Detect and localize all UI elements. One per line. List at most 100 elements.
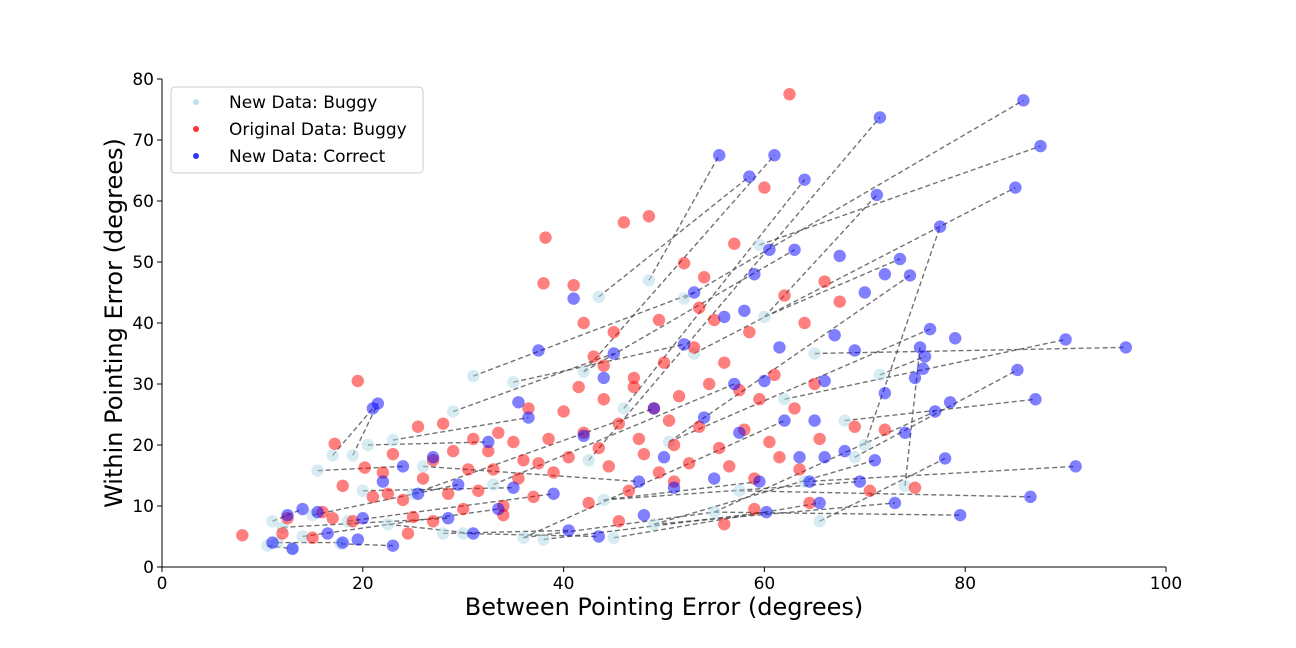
data-point bbox=[597, 359, 610, 372]
data-point bbox=[637, 508, 651, 522]
data-point bbox=[386, 447, 400, 461]
data-point bbox=[597, 393, 610, 406]
data-point bbox=[858, 438, 871, 452]
data-point bbox=[632, 475, 646, 488]
data-point bbox=[672, 390, 686, 403]
series-group bbox=[266, 94, 1133, 555]
data-point bbox=[677, 338, 691, 351]
data-point bbox=[492, 502, 505, 516]
data-point bbox=[933, 220, 947, 233]
data-point bbox=[1017, 94, 1030, 107]
data-point bbox=[763, 243, 776, 256]
data-point bbox=[276, 527, 289, 540]
y-tick-label: 50 bbox=[132, 253, 154, 273]
connection-line bbox=[472, 291, 695, 377]
legend-entries: New Data: Buggy Original Data: Buggy New D… bbox=[193, 93, 407, 167]
data-point bbox=[547, 466, 560, 479]
data-point bbox=[457, 502, 470, 516]
data-point bbox=[507, 435, 520, 449]
data-point bbox=[507, 481, 520, 494]
data-point bbox=[657, 356, 671, 369]
data-point bbox=[467, 527, 480, 540]
data-point bbox=[416, 460, 430, 473]
data-point bbox=[898, 426, 912, 439]
data-point bbox=[743, 325, 756, 339]
legend-marker bbox=[193, 99, 199, 105]
connection-line bbox=[387, 523, 474, 535]
data-point bbox=[788, 402, 801, 415]
data-point bbox=[567, 278, 580, 292]
data-point bbox=[748, 502, 761, 516]
data-point bbox=[547, 487, 560, 500]
data-point bbox=[577, 316, 590, 330]
data-point bbox=[687, 341, 701, 354]
data-point bbox=[597, 493, 610, 507]
data-point bbox=[607, 325, 620, 339]
connection-line bbox=[864, 226, 941, 446]
data-point bbox=[451, 478, 465, 491]
data-point bbox=[507, 375, 520, 389]
data-point bbox=[622, 484, 636, 497]
connection-line bbox=[513, 343, 685, 383]
data-point bbox=[266, 536, 279, 549]
connection-line bbox=[603, 480, 860, 501]
data-point bbox=[607, 347, 620, 360]
data-point bbox=[808, 347, 821, 360]
data-point bbox=[743, 170, 756, 183]
data-point bbox=[873, 368, 887, 382]
data-point bbox=[758, 374, 771, 388]
data-point bbox=[617, 402, 631, 415]
data-point bbox=[803, 475, 816, 488]
data-point bbox=[522, 402, 535, 415]
data-point bbox=[878, 386, 892, 400]
data-point bbox=[908, 371, 922, 385]
data-point bbox=[572, 380, 585, 394]
data-point bbox=[1059, 333, 1072, 346]
data-point bbox=[828, 329, 841, 342]
data-point bbox=[532, 344, 545, 357]
data-point bbox=[898, 479, 912, 493]
data-point bbox=[512, 396, 525, 409]
data-point bbox=[788, 243, 801, 256]
data-point bbox=[296, 502, 309, 516]
data-point bbox=[637, 447, 651, 461]
data-point bbox=[878, 423, 892, 436]
data-point bbox=[517, 531, 530, 544]
data-point bbox=[517, 454, 530, 467]
data-point bbox=[411, 420, 425, 433]
data-point bbox=[401, 527, 415, 540]
data-point bbox=[873, 111, 887, 124]
data-point bbox=[411, 487, 425, 500]
data-point bbox=[1011, 363, 1024, 377]
legend: New Data: Buggy Original Data: Buggy New D… bbox=[170, 86, 424, 174]
connection-line bbox=[653, 459, 876, 525]
legend-frame bbox=[170, 86, 424, 174]
data-point bbox=[587, 350, 600, 363]
data-point bbox=[713, 441, 726, 455]
data-point bbox=[326, 512, 339, 525]
data-point bbox=[778, 414, 791, 427]
data-point bbox=[908, 481, 922, 494]
x-ticks: 0 20 40 60 80 100 bbox=[157, 567, 1182, 594]
data-point bbox=[667, 481, 681, 494]
data-point bbox=[592, 441, 605, 455]
data-point bbox=[697, 411, 711, 424]
data-point bbox=[426, 451, 440, 464]
data-point bbox=[562, 524, 575, 537]
data-point bbox=[868, 454, 882, 467]
connection-line bbox=[452, 352, 615, 413]
data-point bbox=[748, 268, 761, 281]
data-point bbox=[492, 426, 505, 439]
data-point bbox=[753, 393, 766, 406]
data-point bbox=[647, 518, 661, 531]
data-point bbox=[758, 181, 771, 194]
connection-line bbox=[668, 328, 931, 443]
data-point bbox=[607, 531, 620, 544]
data-point bbox=[577, 429, 590, 443]
data-point bbox=[692, 420, 706, 433]
data-point bbox=[356, 512, 369, 525]
data-point bbox=[346, 449, 359, 462]
data-point bbox=[321, 527, 334, 540]
data-point bbox=[903, 269, 917, 282]
